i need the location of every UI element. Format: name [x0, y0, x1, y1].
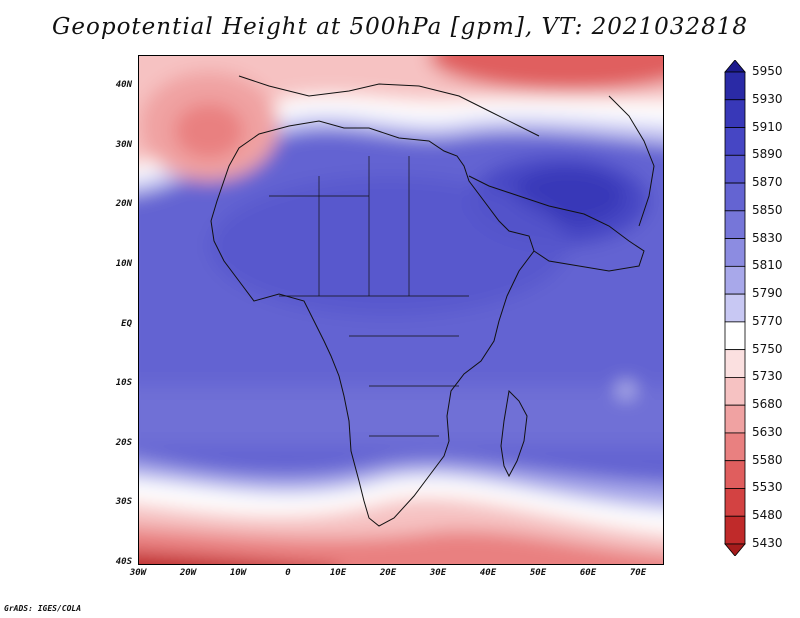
colorbar-arrow-top [724, 60, 746, 73]
colorbar-cell [724, 404, 746, 434]
colorbar-label: 5890 [752, 147, 783, 162]
colorbar-cell [724, 238, 746, 267]
colorbar-cell [724, 182, 746, 212]
colorbar-cell [724, 377, 746, 406]
field-band-5430 [139, 552, 293, 564]
colorbar-cells [724, 60, 746, 556]
lon-label-30w: 30W [129, 568, 147, 578]
colorbar-label: 5430 [752, 536, 783, 550]
lon-label-40e: 40E [479, 568, 497, 578]
colorbar-cell [724, 488, 746, 517]
colorbar-label: 5830 [752, 230, 783, 245]
lat-label-40n: 40N [115, 80, 132, 90]
colorbar-label: 5750 [752, 341, 783, 356]
colorbar-cell [724, 210, 746, 239]
lat-label-eq: EQ [121, 319, 132, 329]
colorbar-label: 5680 [752, 397, 783, 412]
lon-label-20e: 20E [379, 568, 397, 578]
colorbar-label: 5850 [752, 202, 783, 217]
colorbar-cell [724, 321, 746, 351]
colorbar-label: 5810 [752, 258, 783, 273]
field-band-5840 [139, 386, 663, 446]
colorbar-cell [724, 515, 746, 545]
colorbar-label: 5630 [752, 424, 783, 439]
lat-label-20s: 20S [115, 438, 132, 448]
lat-label-10s: 10S [115, 378, 132, 388]
lat-label-30n: 30N [115, 140, 132, 150]
sahel-ridge [209, 176, 569, 316]
lon-label-60e: 60E [579, 568, 597, 578]
coastlines [210, 75, 655, 527]
colorbar [724, 60, 746, 556]
colorbar-label: 5530 [752, 480, 783, 495]
lon-label-30e: 30E [429, 568, 447, 578]
colorbar-cell [724, 349, 746, 378]
field-band-5580 [139, 527, 663, 564]
colorbar-cell [724, 127, 746, 156]
lon-label-10w: 10W [229, 568, 247, 578]
atlantic-trough-core [174, 103, 244, 159]
indian-ocean-spot [618, 382, 634, 398]
arabia-outline [468, 175, 645, 272]
colorbar-cell [724, 265, 746, 295]
lat-label-40s: 40S [115, 557, 132, 567]
mediterranean-coast [238, 75, 540, 137]
height-field-map [139, 56, 663, 564]
colorbar-label: 5770 [752, 313, 783, 328]
lat-label-30s: 30S [115, 497, 132, 507]
colorbar-label: 5580 [752, 452, 783, 467]
madagascar-outline [500, 389, 528, 478]
chart-title: Geopotential Height at 500hPa [gpm], VT:… [52, 14, 748, 40]
credit-text: GrADS: IGES/COLA [4, 604, 82, 613]
lon-label-10e: 10E [329, 568, 347, 578]
colorbar-label: 5950 [752, 64, 783, 78]
africa-outline [210, 120, 535, 527]
colorbar-label: 5870 [752, 175, 783, 190]
colorbar-arrow-bottom [724, 543, 746, 556]
lon-label-20w: 20W [179, 568, 197, 578]
colorbar-label: 5790 [752, 286, 783, 301]
colorbar-cell [724, 460, 746, 489]
colorbar-cell [724, 71, 746, 101]
map-panel [138, 55, 664, 565]
lon-label-50e: 50E [529, 568, 547, 578]
colorbar-cell [724, 293, 746, 323]
asia-coast [608, 95, 655, 227]
colorbar-label: 5730 [752, 369, 783, 384]
north-east-trough [429, 56, 663, 91]
lon-label-70e: 70E [629, 568, 647, 578]
colorbar-label: 5480 [752, 508, 783, 523]
colorbar-label: 5910 [752, 119, 783, 134]
colorbar-cell [724, 154, 746, 184]
colorbar-cell [724, 99, 746, 128]
colorbar-cell [724, 432, 746, 462]
colorbar-label: 5930 [752, 91, 783, 106]
lat-label-20n: 20N [115, 199, 132, 209]
country-borders [269, 156, 469, 437]
lat-label-10n: 10N [115, 259, 132, 269]
lon-label-0: 0 [285, 568, 291, 578]
